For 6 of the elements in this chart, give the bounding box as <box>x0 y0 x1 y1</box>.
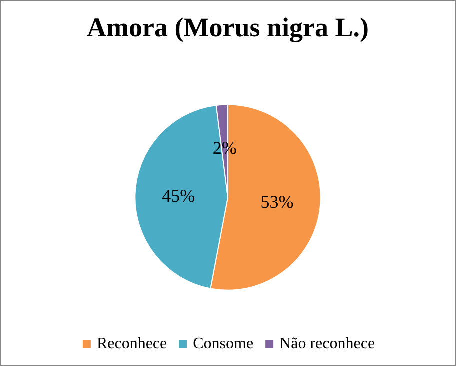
data-label: 53% <box>260 192 294 212</box>
chart-title: Amora (Morus nigra L.) <box>87 12 369 42</box>
data-label: 45% <box>162 186 196 206</box>
legend-label: Reconhece <box>96 336 168 352</box>
legend-label: Consome <box>193 336 254 352</box>
legend-label: Não reconhece <box>280 336 376 352</box>
